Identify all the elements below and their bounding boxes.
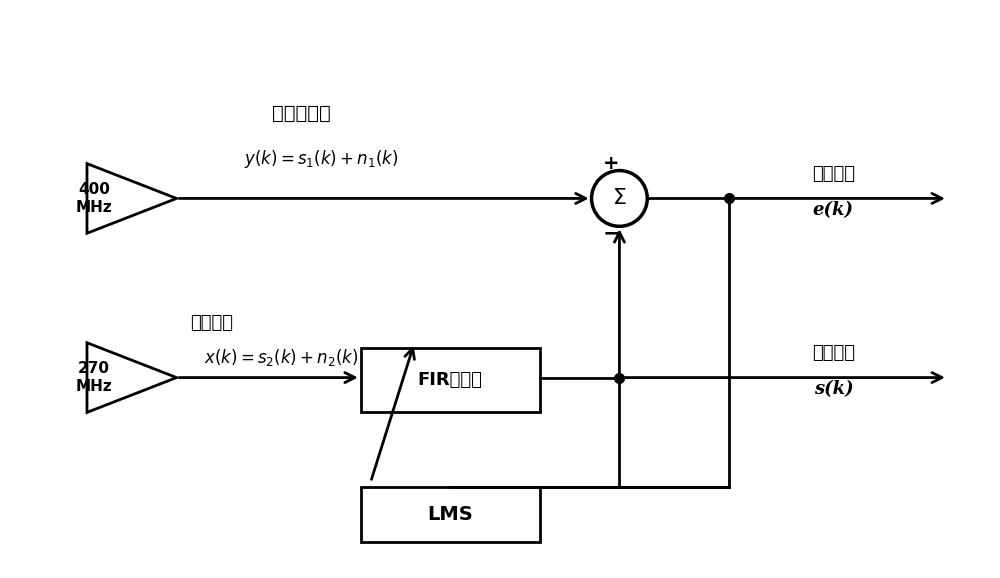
Text: −: − xyxy=(602,223,621,243)
Text: $\Sigma$: $\Sigma$ xyxy=(612,188,627,209)
Text: $x(k)=s_2(k)+n_2(k)$: $x(k)=s_2(k)+n_2(k)$ xyxy=(204,347,358,368)
Text: LMS: LMS xyxy=(427,505,473,524)
Text: 误差信号: 误差信号 xyxy=(812,165,855,183)
Text: 参考信号: 参考信号 xyxy=(190,314,233,332)
Text: FIR滤波器: FIR滤波器 xyxy=(418,371,483,389)
Text: 270
MHz: 270 MHz xyxy=(76,361,112,394)
Text: s(k): s(k) xyxy=(814,380,853,398)
Text: 主输入信号: 主输入信号 xyxy=(272,105,330,123)
Text: 有用信号: 有用信号 xyxy=(812,344,855,362)
Text: $y(k)=s_1(k)+n_1(k)$: $y(k)=s_1(k)+n_1(k)$ xyxy=(244,147,398,169)
Text: +: + xyxy=(603,154,620,173)
Text: e(k): e(k) xyxy=(813,201,854,220)
Text: 400
MHz: 400 MHz xyxy=(76,182,112,214)
